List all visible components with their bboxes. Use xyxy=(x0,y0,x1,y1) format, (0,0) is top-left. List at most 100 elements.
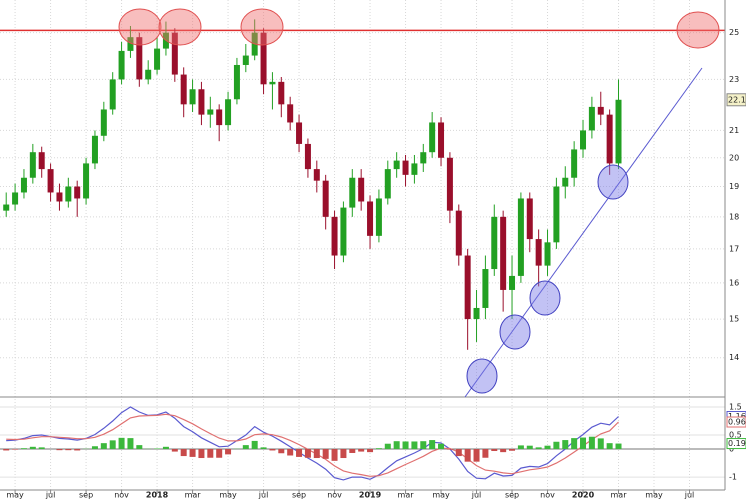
y-tick-label: 14 xyxy=(729,353,739,362)
x-tick-label: 2020 xyxy=(572,491,595,500)
candle-body xyxy=(491,216,498,270)
histogram-bar xyxy=(562,440,569,450)
y-tick-label: 21 xyxy=(729,126,739,135)
histogram-bar xyxy=(207,449,214,458)
histogram-bar xyxy=(269,449,276,451)
histogram-bar xyxy=(411,441,418,450)
histogram-bar xyxy=(580,437,587,450)
histogram-bar xyxy=(38,447,45,450)
histogram-bar xyxy=(313,449,320,459)
x-tick-label: jul xyxy=(684,491,695,500)
candle-body xyxy=(473,307,480,320)
histogram-bar xyxy=(349,449,356,453)
candle-body xyxy=(154,48,161,70)
histogram-bar xyxy=(109,440,116,450)
marker xyxy=(118,8,162,46)
x-tick-label: jul xyxy=(258,491,269,500)
histogram-bar xyxy=(438,443,445,450)
histogram-bar xyxy=(429,440,436,450)
candle-body xyxy=(296,122,303,144)
histogram-bar xyxy=(535,447,542,450)
x-tick-label: nov xyxy=(327,491,342,500)
candle-body xyxy=(526,198,533,240)
labels: 14 15 16 17 18 19 20 21 23 25 may jul sep nov 2018 mar m… xyxy=(6,28,746,500)
histogram-bar xyxy=(29,446,36,450)
candle-body xyxy=(331,216,338,256)
last-value-label: 0.964 xyxy=(728,418,746,427)
x-tick-label: may xyxy=(219,491,237,500)
last-price-label: 22.18 xyxy=(728,95,746,104)
x-tick-label: 2019 xyxy=(359,491,382,500)
candle-body xyxy=(20,177,27,193)
marker xyxy=(676,11,720,49)
candle-body xyxy=(509,275,516,290)
candle-body xyxy=(588,106,595,131)
candle-body xyxy=(517,198,524,276)
histogram-bar xyxy=(12,449,19,450)
candle-body xyxy=(100,109,107,136)
candle-body xyxy=(367,201,374,236)
marker xyxy=(499,314,531,350)
x-tick-label: may xyxy=(432,491,450,500)
last-price-box xyxy=(726,93,746,107)
candle-body xyxy=(91,135,98,164)
y-tick-label: 17 xyxy=(729,244,739,253)
candle-body xyxy=(207,109,214,115)
candle-body xyxy=(29,152,36,178)
histogram-bar xyxy=(517,445,524,450)
candle-body xyxy=(127,37,134,51)
histogram-bar xyxy=(189,449,196,457)
histogram-bar xyxy=(473,449,480,462)
histogram-bar xyxy=(571,438,578,450)
candle-body xyxy=(322,180,329,217)
candle-body xyxy=(313,169,320,181)
candle-body xyxy=(358,177,365,202)
candle-body xyxy=(349,177,356,208)
candle-body xyxy=(580,130,587,150)
histogram-bar xyxy=(482,449,489,458)
histogram-bar xyxy=(420,441,427,450)
histogram-bar xyxy=(20,448,27,450)
histogram-bar xyxy=(136,445,143,450)
candle-body xyxy=(455,210,462,256)
histogram-bar xyxy=(287,449,294,456)
histogram-bar xyxy=(65,449,72,451)
histogram-bar xyxy=(615,443,622,450)
candle-body xyxy=(340,207,347,256)
histogram-bar xyxy=(3,449,10,451)
histogram-bar xyxy=(491,449,498,452)
y-tick-label: 16 xyxy=(729,278,739,287)
candle-body xyxy=(216,109,223,126)
histogram-bar xyxy=(91,446,98,450)
candle-body xyxy=(109,79,116,110)
histogram-bar xyxy=(127,438,134,450)
x-tick-label: may xyxy=(645,491,663,500)
y-tick-label: 19 xyxy=(729,182,739,191)
marker xyxy=(240,8,284,46)
histogram-bar xyxy=(455,449,462,457)
histogram-bar xyxy=(260,447,267,450)
candle-body xyxy=(438,122,445,158)
marker xyxy=(529,280,561,316)
histogram-bar xyxy=(597,438,604,450)
histogram-bar xyxy=(402,441,409,450)
candle-body xyxy=(145,69,152,80)
histogram-bar xyxy=(198,449,205,459)
candle-body xyxy=(74,186,81,199)
x-tick-label: may xyxy=(6,491,24,500)
histogram-bar xyxy=(74,449,81,451)
indicator-line xyxy=(6,413,619,477)
histogram-bar xyxy=(526,445,533,450)
candle-body xyxy=(544,242,551,266)
candle-body xyxy=(269,81,276,85)
candle-body xyxy=(375,198,382,236)
x-tick-label: sep xyxy=(505,491,519,500)
candle-body xyxy=(393,160,400,170)
y-tick-label: 18 xyxy=(729,212,739,221)
y-tick-label: 20 xyxy=(729,153,739,162)
histogram-bar xyxy=(544,445,551,450)
marker xyxy=(597,164,629,200)
candle-body xyxy=(402,160,409,175)
candle-body xyxy=(136,37,143,80)
y-tick-label: 15 xyxy=(729,315,739,324)
